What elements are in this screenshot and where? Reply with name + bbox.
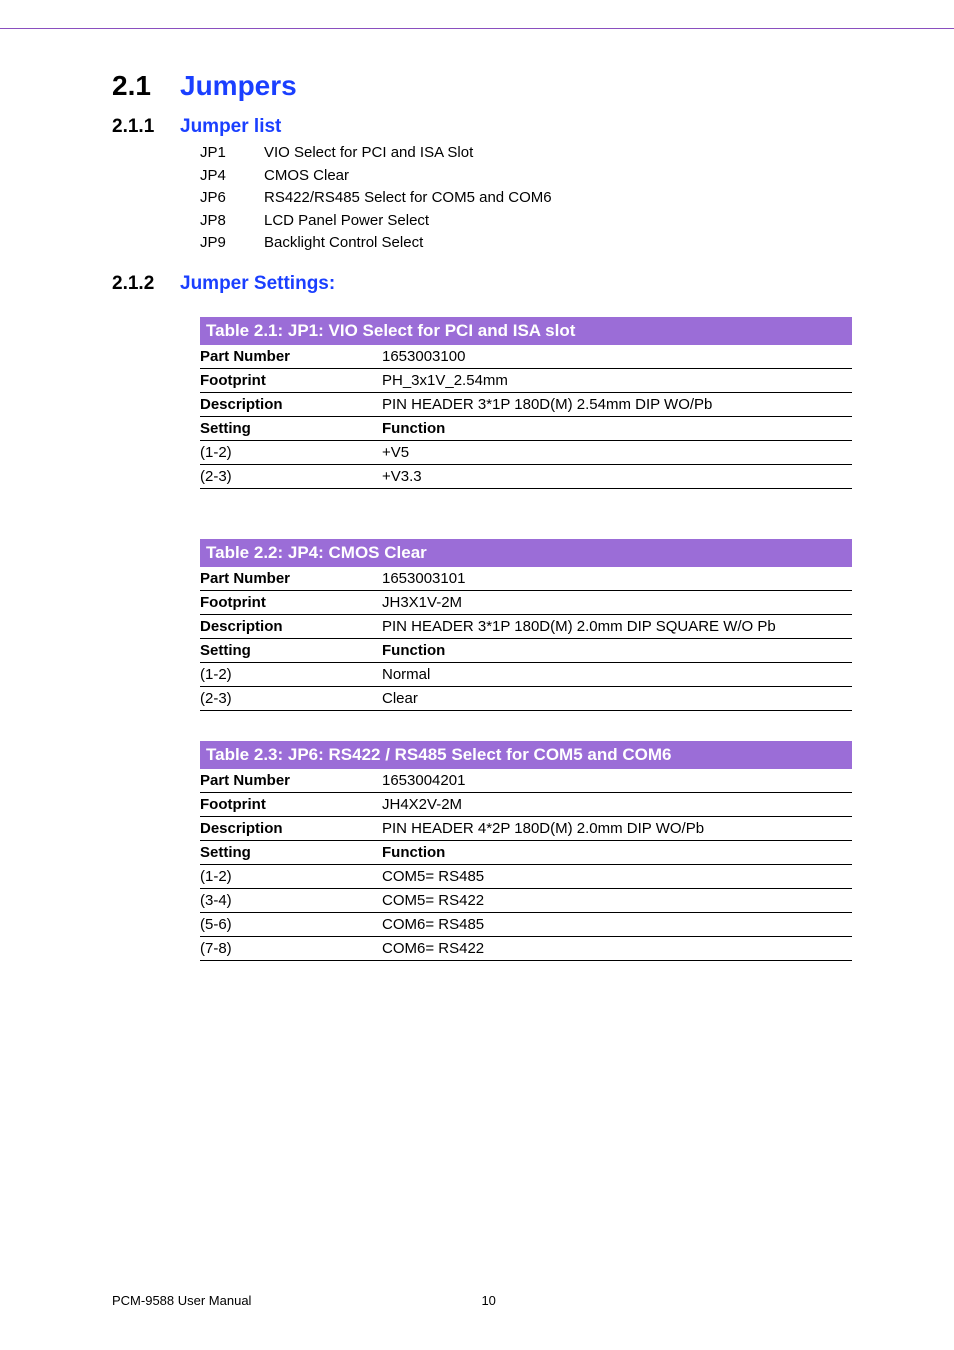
cell-key: Description	[200, 614, 382, 638]
cell-key: Footprint	[200, 590, 382, 614]
jumper-id: JP9	[200, 232, 264, 255]
cell-val: COM5= RS485	[382, 864, 852, 888]
list-item: JP6 RS422/RS485 Select for COM5 and COM6	[200, 187, 852, 210]
page-footer: PCM-9588 User Manual 10	[112, 1293, 852, 1308]
cell-val: 1653003101	[382, 567, 852, 591]
cell-val: JH4X2V-2M	[382, 792, 852, 816]
cell-val: JH3X1V-2M	[382, 590, 852, 614]
jumper-desc: RS422/RS485 Select for COM5 and COM6	[264, 187, 552, 210]
jumper-id: JP8	[200, 210, 264, 233]
cell-key: (2-3)	[200, 686, 382, 710]
cell-val: 1653004201	[382, 769, 852, 793]
subsection-number: 2.1.2	[112, 273, 180, 295]
list-item: JP4 CMOS Clear	[200, 165, 852, 188]
jumper-desc: VIO Select for PCI and ISA Slot	[264, 142, 473, 165]
page-content: 2.1 Jumpers 2.1.1 Jumper list JP1 VIO Se…	[112, 70, 852, 961]
table-body: Part Number1653003101 FootprintJH3X1V-2M…	[200, 567, 852, 711]
footer-manual-name: PCM-9588 User Manual	[112, 1293, 251, 1308]
table-row: (2-3)Clear	[200, 686, 852, 710]
section-title: Jumpers	[180, 70, 297, 102]
subsection-heading: 2.1.2 Jumper Settings:	[112, 273, 852, 295]
table-row: SettingFunction	[200, 416, 852, 440]
jumper-table: Table 2.2: JP4: CMOS Clear Part Number16…	[200, 539, 852, 711]
cell-val: 1653003100	[382, 345, 852, 369]
list-item: JP8 LCD Panel Power Select	[200, 210, 852, 233]
subsection-heading: 2.1.1 Jumper list	[112, 116, 852, 138]
jumper-table: Table 2.3: JP6: RS422 / RS485 Select for…	[200, 741, 852, 961]
cell-key: (3-4)	[200, 888, 382, 912]
jumper-table: Table 2.1: JP1: VIO Select for PCI and I…	[200, 317, 852, 489]
table-row: DescriptionPIN HEADER 3*1P 180D(M) 2.54m…	[200, 392, 852, 416]
cell-val: Clear	[382, 686, 852, 710]
table-row: (1-2)+V5	[200, 440, 852, 464]
cell-val: PIN HEADER 3*1P 180D(M) 2.54mm DIP WO/Pb	[382, 392, 852, 416]
table-row: Part Number1653004201	[200, 769, 852, 793]
list-item: JP9 Backlight Control Select	[200, 232, 852, 255]
cell-val: +V5	[382, 440, 852, 464]
cell-key: Part Number	[200, 567, 382, 591]
table-row: (5-6)COM6= RS485	[200, 912, 852, 936]
cell-key: Setting	[200, 416, 382, 440]
cell-key: Part Number	[200, 345, 382, 369]
cell-key: (1-2)	[200, 662, 382, 686]
jumper-id: JP4	[200, 165, 264, 188]
table-row: (1-2)Normal	[200, 662, 852, 686]
table-row: (1-2)COM5= RS485	[200, 864, 852, 888]
table-title: Table 2.1: JP1: VIO Select for PCI and I…	[200, 317, 852, 345]
jumper-desc: Backlight Control Select	[264, 232, 423, 255]
cell-key: Setting	[200, 638, 382, 662]
cell-key: Part Number	[200, 769, 382, 793]
cell-val: PIN HEADER 3*1P 180D(M) 2.0mm DIP SQUARE…	[382, 614, 852, 638]
cell-key: Footprint	[200, 792, 382, 816]
section-heading: 2.1 Jumpers	[112, 70, 852, 102]
table-row: Part Number1653003100	[200, 345, 852, 369]
jumper-desc: LCD Panel Power Select	[264, 210, 429, 233]
table-row: (7-8)COM6= RS422	[200, 936, 852, 960]
table-row: (3-4)COM5= RS422	[200, 888, 852, 912]
table-row: DescriptionPIN HEADER 4*2P 180D(M) 2.0mm…	[200, 816, 852, 840]
cell-val: COM5= RS422	[382, 888, 852, 912]
cell-val: Function	[382, 416, 852, 440]
jumper-id: JP6	[200, 187, 264, 210]
cell-val: COM6= RS485	[382, 912, 852, 936]
cell-val: Normal	[382, 662, 852, 686]
cell-val: Function	[382, 840, 852, 864]
cell-key: Description	[200, 816, 382, 840]
cell-key: Setting	[200, 840, 382, 864]
table-title: Table 2.3: JP6: RS422 / RS485 Select for…	[200, 741, 852, 769]
top-rule	[0, 28, 954, 29]
cell-val: +V3.3	[382, 464, 852, 488]
cell-key: Description	[200, 392, 382, 416]
cell-key: (1-2)	[200, 864, 382, 888]
cell-val: Function	[382, 638, 852, 662]
footer-page-number: 10	[481, 1293, 495, 1308]
cell-val: PIN HEADER 4*2P 180D(M) 2.0mm DIP WO/Pb	[382, 816, 852, 840]
cell-key: (2-3)	[200, 464, 382, 488]
table-body: Part Number1653003100 FootprintPH_3x1V_2…	[200, 345, 852, 489]
jumper-id: JP1	[200, 142, 264, 165]
list-item: JP1 VIO Select for PCI and ISA Slot	[200, 142, 852, 165]
cell-val: PH_3x1V_2.54mm	[382, 368, 852, 392]
table-row: FootprintJH3X1V-2M	[200, 590, 852, 614]
cell-key: (5-6)	[200, 912, 382, 936]
table-row: FootprintPH_3x1V_2.54mm	[200, 368, 852, 392]
jumper-list: JP1 VIO Select for PCI and ISA Slot JP4 …	[200, 142, 852, 255]
table-row: Part Number1653003101	[200, 567, 852, 591]
table-row: SettingFunction	[200, 840, 852, 864]
table-row: (2-3)+V3.3	[200, 464, 852, 488]
table-title: Table 2.2: JP4: CMOS Clear	[200, 539, 852, 567]
table-row: FootprintJH4X2V-2M	[200, 792, 852, 816]
table-row: DescriptionPIN HEADER 3*1P 180D(M) 2.0mm…	[200, 614, 852, 638]
cell-val: COM6= RS422	[382, 936, 852, 960]
cell-key: Footprint	[200, 368, 382, 392]
cell-key: (7-8)	[200, 936, 382, 960]
section-number: 2.1	[112, 70, 180, 102]
table-row: SettingFunction	[200, 638, 852, 662]
subsection-title: Jumper Settings:	[180, 273, 335, 295]
jumper-desc: CMOS Clear	[264, 165, 349, 188]
table-body: Part Number1653004201 FootprintJH4X2V-2M…	[200, 769, 852, 961]
cell-key: (1-2)	[200, 440, 382, 464]
subsection-number: 2.1.1	[112, 116, 180, 138]
subsection-title: Jumper list	[180, 116, 281, 138]
